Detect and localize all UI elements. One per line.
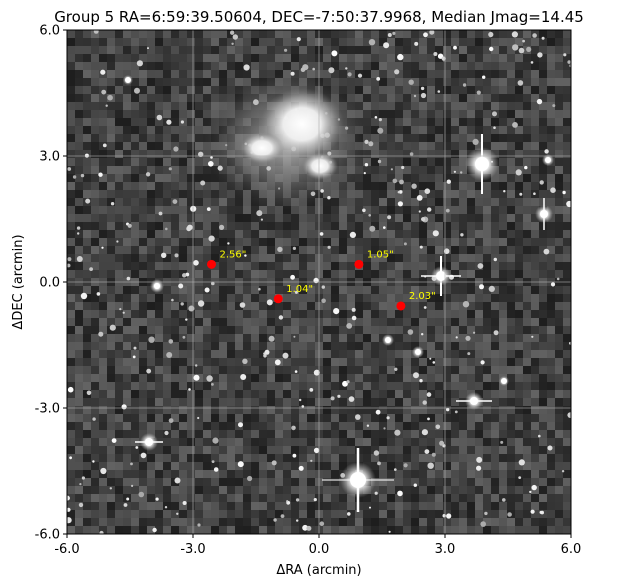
- bright-star: [465, 134, 499, 194]
- x-axis: -6.0 -3.0 0.0 3.0 6.0: [54, 534, 581, 557]
- y-tick-label: -6.0: [35, 528, 60, 543]
- y-axis-title: ΔDEC (arcmin): [11, 234, 26, 329]
- chart-title: Group 5 RA=6:59:39.50604, DEC=-7:50:37.9…: [54, 8, 584, 26]
- bright-stars: [123, 75, 554, 512]
- separation-label: 2.56": [219, 249, 246, 260]
- grid: [67, 30, 571, 534]
- y-axis: -6.0 -3.0 0.0 3.0 6.0: [35, 24, 67, 543]
- separation-label: 2.03": [409, 291, 436, 302]
- bright-star: [421, 256, 461, 296]
- target-marker: [396, 301, 406, 311]
- bright-star: [499, 376, 509, 386]
- x-tick-label: -3.0: [180, 542, 205, 557]
- y-tick-label: 6.0: [39, 24, 60, 39]
- y-tick-label: 0.0: [39, 276, 60, 291]
- bright-star: [456, 392, 492, 410]
- nebula: [204, 74, 368, 210]
- separation-label: 1.04": [286, 284, 313, 295]
- x-tick-label: 0.0: [309, 542, 330, 557]
- bright-star: [123, 75, 133, 85]
- target-marker: [273, 294, 283, 304]
- x-tick-label: 6.0: [561, 542, 582, 557]
- x-axis-title: ΔRA (arcmin): [276, 563, 361, 578]
- bright-star: [150, 279, 164, 293]
- target-marker: [206, 259, 216, 269]
- bright-star: [535, 198, 553, 230]
- target-marker: [354, 259, 364, 269]
- bright-star: [542, 154, 554, 166]
- y-tick-label: -3.0: [35, 402, 60, 417]
- bright-star: [412, 346, 424, 358]
- bright-star: [382, 334, 394, 346]
- markers: 2.56" 1.05" 1.04" 2.03": [206, 249, 436, 311]
- separation-label: 1.05": [367, 249, 394, 260]
- bright-star: [322, 448, 394, 512]
- y-tick-label: 3.0: [39, 150, 60, 165]
- x-tick-label: 3.0: [435, 542, 456, 557]
- bright-star: [135, 433, 163, 451]
- x-tick-label: -6.0: [54, 542, 79, 557]
